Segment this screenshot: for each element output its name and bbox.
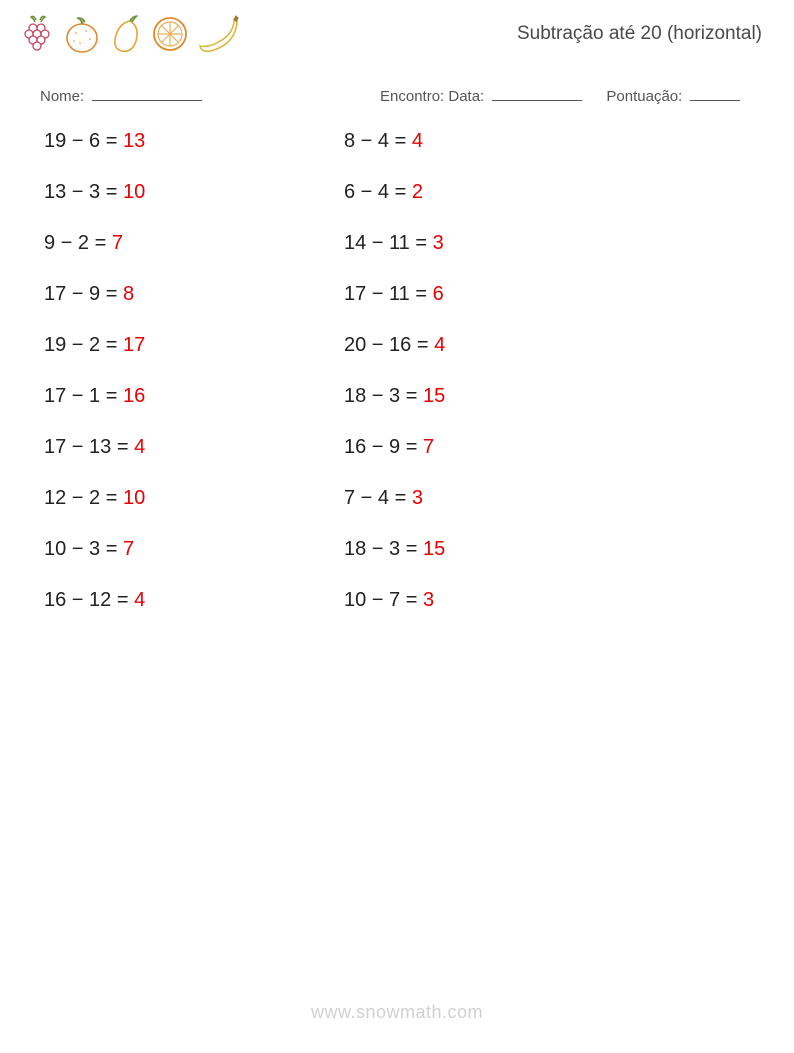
name-blank[interactable]	[92, 86, 202, 101]
answer: 4	[134, 589, 145, 611]
orange-slice-icon	[150, 14, 190, 54]
problem-left-6: 17 − 13 = 4	[44, 436, 344, 459]
expression: 14 − 11 =	[344, 232, 433, 254]
problem-right-9: 10 − 7 = 3	[344, 589, 644, 612]
expression: 10 − 7 =	[344, 589, 423, 611]
date-label: Encontro: Data:	[380, 88, 484, 105]
mango-icon	[108, 13, 144, 55]
expression: 18 − 3 =	[344, 538, 423, 560]
answer: 4	[412, 130, 423, 152]
date-field: Encontro: Data:	[380, 86, 582, 105]
orange-icon	[62, 13, 102, 55]
answer: 16	[123, 385, 145, 407]
problem-right-2: 14 − 11 = 3	[344, 232, 644, 255]
problem-left-5: 17 − 1 = 16	[44, 385, 344, 408]
problem-left-0: 19 − 6 = 13	[44, 130, 344, 153]
problem-left-2: 9 − 2 = 7	[44, 232, 344, 255]
problem-right-0: 8 − 4 = 4	[344, 130, 644, 153]
score-blank[interactable]	[690, 86, 740, 101]
answer: 15	[423, 538, 445, 560]
problem-right-7: 7 − 4 = 3	[344, 487, 644, 510]
problem-left-3: 17 − 9 = 8	[44, 283, 344, 306]
answer: 3	[423, 589, 434, 611]
answer: 7	[112, 232, 123, 254]
expression: 19 − 6 =	[44, 130, 123, 152]
name-field: Nome:	[40, 86, 380, 105]
name-label: Nome:	[40, 88, 84, 105]
answer: 4	[434, 334, 445, 356]
expression: 10 − 3 =	[44, 538, 123, 560]
date-blank[interactable]	[492, 86, 582, 101]
info-line: Nome: Encontro: Data: Pontuação:	[40, 86, 772, 105]
worksheet-title: Subtração até 20 (horizontal)	[517, 23, 762, 45]
problem-right-1: 6 − 4 = 2	[344, 181, 644, 204]
expression: 17 − 11 =	[344, 283, 433, 305]
answer: 6	[433, 283, 444, 305]
answer: 2	[412, 181, 423, 203]
problem-right-8: 18 − 3 = 15	[344, 538, 644, 561]
expression: 12 − 2 =	[44, 487, 123, 509]
answer: 4	[134, 436, 145, 458]
answer: 7	[423, 436, 434, 458]
problem-left-8: 10 − 3 = 7	[44, 538, 344, 561]
score-field: Pontuação:	[606, 86, 740, 105]
expression: 17 − 1 =	[44, 385, 123, 407]
expression: 6 − 4 =	[344, 181, 412, 203]
banana-icon	[196, 14, 242, 54]
problem-right-6: 16 − 9 = 7	[344, 436, 644, 459]
problem-left-7: 12 − 2 = 10	[44, 487, 344, 510]
answer: 10	[123, 181, 145, 203]
expression: 17 − 9 =	[44, 283, 123, 305]
answer: 3	[433, 232, 444, 254]
problem-left-1: 13 − 3 = 10	[44, 181, 344, 204]
expression: 19 − 2 =	[44, 334, 123, 356]
score-label: Pontuação:	[606, 88, 682, 105]
answer: 17	[123, 334, 145, 356]
expression: 7 − 4 =	[344, 487, 412, 509]
answer: 7	[123, 538, 134, 560]
expression: 9 − 2 =	[44, 232, 112, 254]
problem-right-4: 20 − 16 = 4	[344, 334, 644, 357]
fruit-icon-row	[22, 13, 242, 55]
problem-right-3: 17 − 11 = 6	[344, 283, 644, 306]
watermark: www.snowmath.com	[0, 1002, 794, 1023]
problems-grid: 19 − 6 = 138 − 4 = 413 − 3 = 106 − 4 = 2…	[44, 130, 684, 612]
answer: 8	[123, 283, 134, 305]
answer: 15	[423, 385, 445, 407]
answer: 10	[123, 487, 145, 509]
answer: 3	[412, 487, 423, 509]
problem-left-9: 16 − 12 = 4	[44, 589, 344, 612]
expression: 13 − 3 =	[44, 181, 123, 203]
problem-left-4: 19 − 2 = 17	[44, 334, 344, 357]
expression: 8 − 4 =	[344, 130, 412, 152]
expression: 16 − 9 =	[344, 436, 423, 458]
worksheet-header: Subtração até 20 (horizontal)	[22, 10, 772, 58]
problem-right-5: 18 − 3 = 15	[344, 385, 644, 408]
raspberry-icon	[22, 14, 56, 54]
expression: 17 − 13 =	[44, 436, 134, 458]
expression: 20 − 16 =	[344, 334, 434, 356]
answer: 13	[123, 130, 145, 152]
expression: 16 − 12 =	[44, 589, 134, 611]
expression: 18 − 3 =	[344, 385, 423, 407]
worksheet-page: Subtração até 20 (horizontal) Nome: Enco…	[0, 0, 794, 1053]
